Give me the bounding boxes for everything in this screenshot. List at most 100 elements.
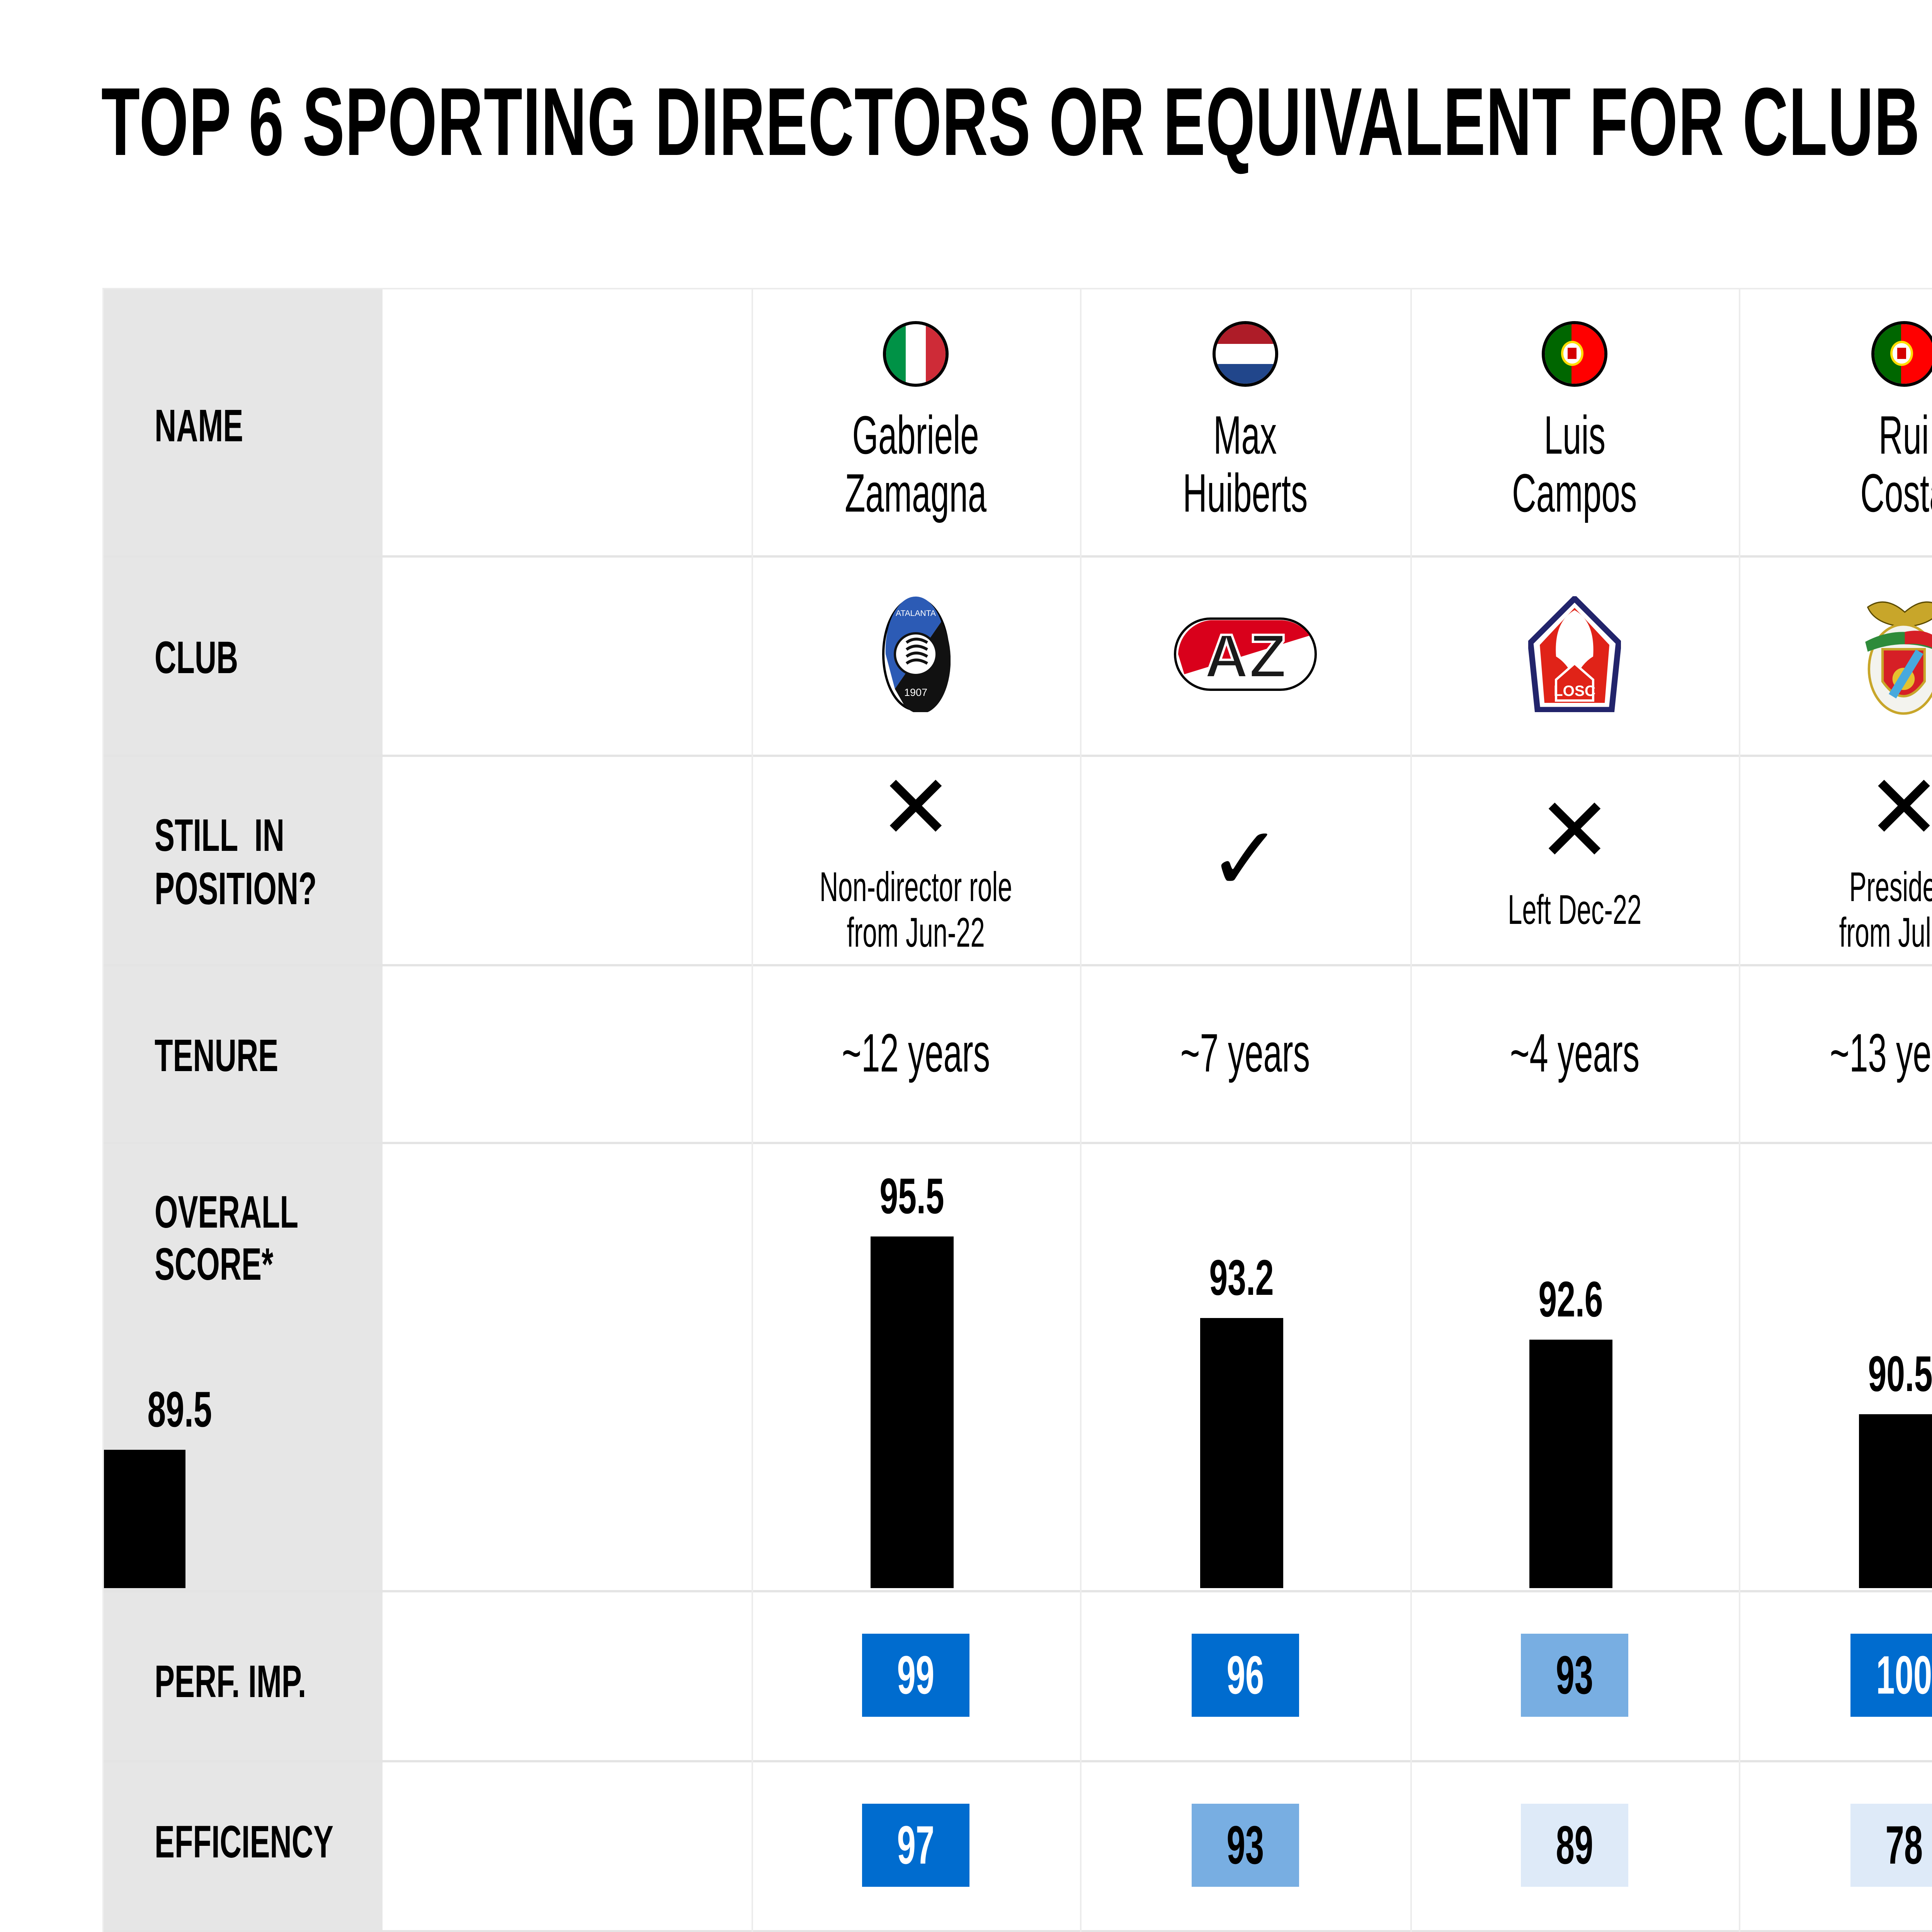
svg-text:LOSC: LOSC — [1554, 683, 1595, 699]
row-label-name: NAME — [155, 400, 243, 451]
status-note: President — [1849, 863, 1932, 910]
perf-imp-score: 93 — [1521, 1633, 1628, 1717]
row-divider — [102, 964, 1932, 966]
efficiency-score-cell: 93 — [1080, 1760, 1410, 1930]
director-name-cell: RuiCosta — [1739, 288, 1932, 555]
status-note: Non-director role — [819, 863, 1012, 910]
director-last-name: Zamagna — [845, 463, 987, 523]
still-in-position-cell: ✕ Non-director role from Jun-22 — [752, 755, 1080, 964]
director-name-cell: Max Huiberts — [1080, 288, 1410, 555]
overall-score-bar — [1859, 1414, 1932, 1588]
director-last-name: Costa — [1860, 463, 1932, 523]
row-divider — [102, 1930, 1932, 1932]
label-column — [102, 288, 383, 1932]
director-last-name: Huiberts — [1182, 463, 1308, 523]
row-label-overall-1: OVERALL — [155, 1187, 299, 1238]
club-cell: LOSC — [1410, 555, 1739, 755]
portugal-flag-icon — [1542, 321, 1607, 387]
row-divider — [102, 1760, 1932, 1762]
row-label-still-in-position-2: POSITION? — [155, 863, 317, 914]
director-first-name: Rui — [1879, 405, 1929, 465]
club-cell — [1739, 555, 1932, 755]
tenure-cell: ~7 years — [1080, 964, 1410, 1142]
efficiency-score-value: 97 — [897, 1815, 935, 1875]
row-label-club: CLUB — [155, 632, 238, 683]
director-first-name: Max — [1213, 405, 1277, 465]
row-divider — [102, 755, 1932, 757]
overall-score-bar — [1529, 1339, 1612, 1588]
overall-score-bar — [871, 1236, 954, 1588]
still-in-position-cell: ✕Presidentfrom Jul-21 — [1739, 755, 1932, 964]
perf-imp-score-value: 96 — [1226, 1645, 1264, 1705]
italy-flag-icon — [883, 321, 949, 387]
efficiency-score-value: 93 — [1226, 1815, 1264, 1875]
perf-imp-score-value: 99 — [897, 1645, 935, 1705]
row-label-overall-2: SCORE* — [155, 1239, 274, 1290]
director-first-name: Luis — [1544, 405, 1605, 465]
still-in-position-cell: ✕ Left Dec-22 — [1410, 755, 1739, 964]
director-last-name: Campos — [1512, 463, 1637, 523]
row-divider — [102, 1142, 1932, 1144]
tenure-cell: ~13 years — [1739, 964, 1932, 1142]
cross-icon: ✕ — [878, 756, 953, 859]
portugal-flag-icon — [1871, 321, 1932, 387]
overall-score-label: 89.5 — [147, 1381, 212, 1437]
perf-imp-score: 99 — [862, 1633, 969, 1717]
atalanta-crest-icon: 1907 ATALANTA — [881, 596, 951, 714]
cross-icon: ✕ — [1537, 779, 1612, 882]
perf-imp-score-cell: 96 — [1080, 1590, 1410, 1760]
row-label-efficiency: EFFICIENCY — [155, 1816, 333, 1867]
svg-text:ATALANTA: ATALANTA — [896, 609, 936, 618]
column-divider — [1080, 288, 1082, 1932]
check-icon: ✓ — [1208, 808, 1282, 911]
tenure-value: ~13 years — [1830, 1022, 1932, 1083]
status-note: Left Dec-22 — [1507, 886, 1642, 933]
column-divider — [1739, 288, 1740, 1932]
row-label-still-in-position-1: STILL IN — [155, 810, 285, 861]
column-divider — [752, 288, 753, 1932]
director-name-cell: Luis Campos — [1410, 288, 1739, 555]
perf-imp-score-value: 100 — [1876, 1645, 1932, 1705]
overall-score-bar — [1200, 1318, 1283, 1588]
page-title: TOP 6 SPORTING DIRECTORS OR EQUIVALENT F… — [101, 68, 1932, 175]
still-in-position-cell: ✓ — [1080, 755, 1410, 964]
row-label-perf-imp: PERF. IMP. — [155, 1656, 306, 1707]
club-cell: AZ — [1080, 555, 1410, 755]
efficiency-score: 93 — [1191, 1803, 1299, 1887]
az-crest-icon: AZ — [1172, 616, 1319, 695]
comparison-table: NAME CLUB STILL IN POSITION? TENURE OVER… — [102, 288, 1932, 1932]
efficiency-score: 97 — [862, 1803, 969, 1887]
netherlands-flag-icon — [1212, 321, 1278, 387]
row-label-tenure: TENURE — [155, 1030, 279, 1081]
row-divider — [102, 555, 1932, 558]
overall-score-label: 92.6 — [1538, 1270, 1603, 1327]
tenure-cell: ~12 years — [752, 964, 1080, 1142]
perf-imp-score-value: 93 — [1556, 1645, 1594, 1705]
cross-icon: ✕ — [1867, 756, 1932, 859]
efficiency-score: 89 — [1521, 1803, 1628, 1887]
efficiency-score-value: 89 — [1556, 1815, 1594, 1875]
status-note: from Jul-21 — [1839, 909, 1932, 956]
column-divider — [1410, 288, 1412, 1932]
perf-imp-score: 96 — [1191, 1633, 1299, 1717]
efficiency-score: 78 — [1850, 1803, 1932, 1887]
perf-imp-score-cell: 99 — [752, 1590, 1080, 1760]
svg-text:1907: 1907 — [904, 687, 927, 698]
benfica-crest-icon — [1858, 592, 1932, 718]
tenure-value: ~7 years — [1180, 1022, 1310, 1083]
tenure-cell: ~4 years — [1410, 964, 1739, 1142]
overall-score-label: 95.5 — [879, 1168, 944, 1224]
svg-text:AZ: AZ — [1204, 621, 1286, 690]
tenure-value: ~12 years — [842, 1022, 990, 1083]
efficiency-score-cell: 97 — [752, 1760, 1080, 1930]
overall-score-label: 93.2 — [1209, 1249, 1274, 1306]
overall-score-label: 90.5 — [1867, 1345, 1932, 1402]
tenure-value: ~4 years — [1510, 1022, 1639, 1083]
losc-crest-icon: LOSC — [1527, 594, 1622, 714]
status-note: from Jun-22 — [847, 909, 985, 956]
row-divider — [102, 1590, 1932, 1592]
efficiency-score-value: 78 — [1885, 1815, 1923, 1875]
perf-imp-score-cell: 93 — [1410, 1590, 1739, 1760]
club-cell: 1907 ATALANTA — [752, 555, 1080, 755]
director-name-cell: Gabriele Zamagna — [752, 288, 1080, 555]
